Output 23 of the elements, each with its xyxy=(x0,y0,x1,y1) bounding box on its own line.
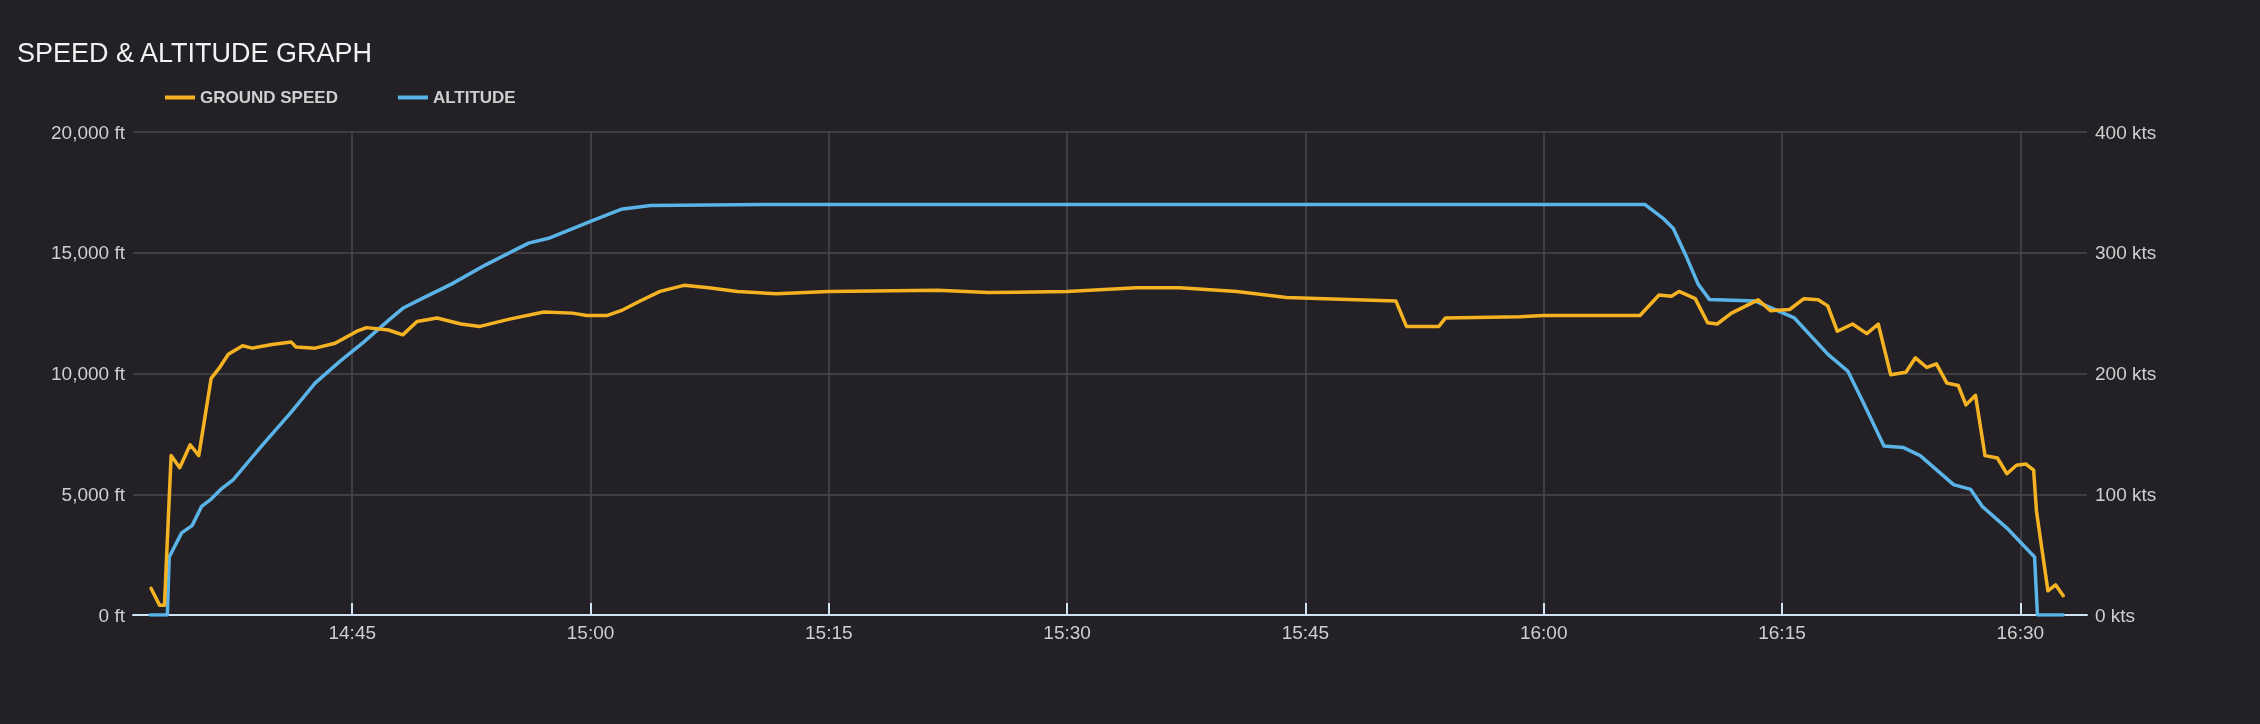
y2-tick-label: 400 kts xyxy=(2095,121,2157,143)
x-tick-label: 14:45 xyxy=(328,622,376,643)
y2-tick-label: 0 kts xyxy=(2095,604,2136,626)
y-tick-label: 15,000 ft xyxy=(51,242,126,264)
chart-title: SPEED & ALTITUDE GRAPH xyxy=(17,37,373,68)
legend-label: ALTITUDE xyxy=(432,88,516,107)
y-tick-label: 0 ft xyxy=(98,604,126,626)
x-tick-label: 16:15 xyxy=(1758,622,1806,643)
y2-tick-label: 100 kts xyxy=(2095,483,2157,505)
line-series xyxy=(148,202,2065,617)
x-tick-label: 16:30 xyxy=(1996,622,2045,643)
x-tick-label: 15:30 xyxy=(1043,622,1091,643)
y-tick-label: 20,000 ft xyxy=(51,121,126,143)
x-tick-label: 15:00 xyxy=(566,622,615,643)
y-tick-label: 10,000 ft xyxy=(51,363,126,384)
x-tick-label: 16:00 xyxy=(1519,622,1568,643)
x-tick-label: 15:45 xyxy=(1281,622,1330,643)
x-tick-label: 15:15 xyxy=(805,622,853,643)
line-series xyxy=(149,283,2065,608)
y2-tick-label: 200 kts xyxy=(2095,363,2157,384)
y-tick-label: 5,000 ft xyxy=(61,483,126,505)
y2-tick-label: 300 kts xyxy=(2095,242,2157,264)
legend-label: GROUND SPEED xyxy=(200,88,338,107)
